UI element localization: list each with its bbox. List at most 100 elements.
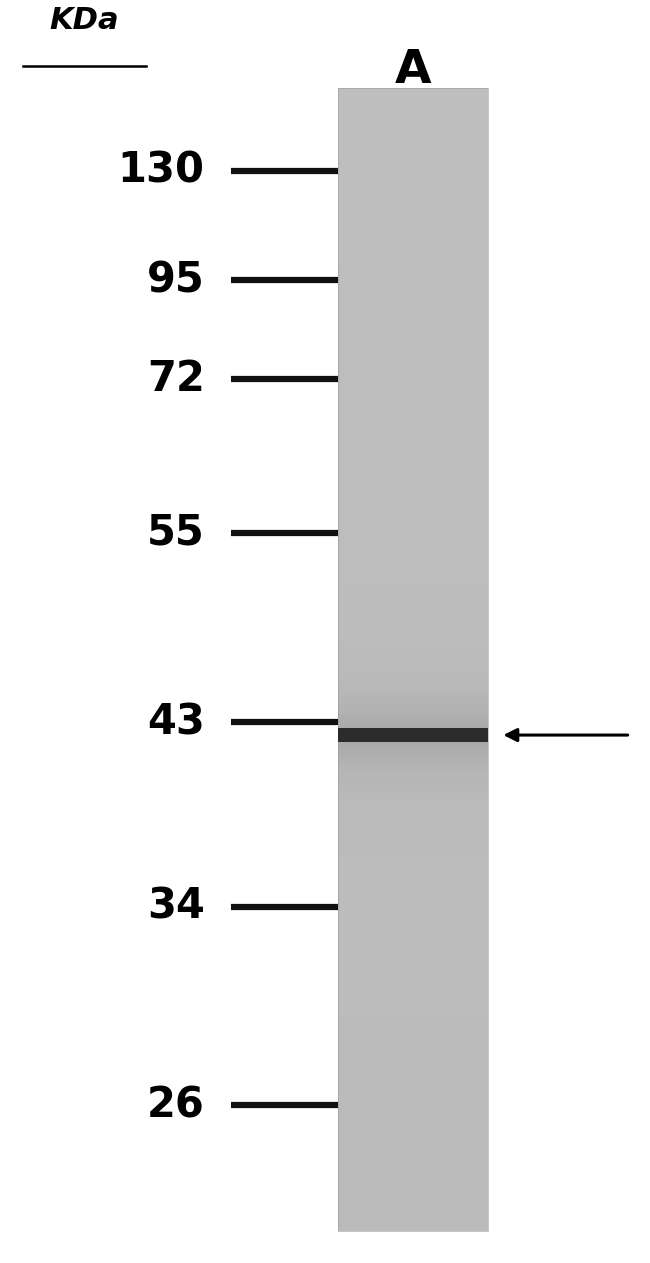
Bar xyxy=(338,701,488,706)
Bar xyxy=(338,1109,488,1113)
Bar xyxy=(338,88,488,92)
Bar xyxy=(338,431,488,436)
Bar xyxy=(338,1071,488,1075)
Bar xyxy=(338,366,488,370)
Bar xyxy=(338,801,488,805)
Bar xyxy=(338,1154,488,1159)
Bar xyxy=(338,397,488,400)
Bar xyxy=(338,546,488,549)
Bar xyxy=(338,758,488,763)
Bar xyxy=(338,510,488,515)
Bar xyxy=(338,240,488,245)
Bar xyxy=(338,138,488,141)
Bar xyxy=(338,1082,488,1086)
Bar xyxy=(338,541,488,546)
Bar xyxy=(338,404,488,408)
Bar xyxy=(338,769,488,774)
Bar xyxy=(338,438,488,443)
Bar xyxy=(338,888,488,893)
Bar xyxy=(338,1223,488,1228)
Bar xyxy=(338,782,488,786)
Bar xyxy=(338,933,488,938)
Bar xyxy=(338,442,488,447)
Bar xyxy=(338,266,488,272)
Bar xyxy=(338,1124,488,1129)
Bar xyxy=(338,374,488,378)
Bar xyxy=(338,1045,488,1048)
Bar xyxy=(338,727,488,733)
Bar xyxy=(338,278,488,283)
Bar xyxy=(338,506,488,512)
Bar xyxy=(338,248,488,253)
Bar xyxy=(338,480,488,485)
Bar xyxy=(338,678,488,683)
Bar xyxy=(338,472,488,477)
Text: 95: 95 xyxy=(147,259,205,302)
Bar xyxy=(338,104,488,107)
Bar xyxy=(338,270,488,275)
Bar xyxy=(338,697,488,702)
Bar xyxy=(338,1147,488,1152)
Text: 26: 26 xyxy=(147,1084,205,1127)
Bar xyxy=(338,644,488,648)
Bar xyxy=(338,213,488,218)
Bar xyxy=(338,336,488,340)
Bar xyxy=(338,750,488,755)
Bar xyxy=(338,525,488,530)
Bar xyxy=(338,1207,488,1212)
Bar xyxy=(338,1204,488,1209)
Bar xyxy=(338,1086,488,1090)
Bar xyxy=(338,899,488,904)
Bar xyxy=(338,359,488,362)
Bar xyxy=(338,869,488,873)
Bar xyxy=(338,1143,488,1148)
Bar xyxy=(338,682,488,687)
Bar xyxy=(338,998,488,1003)
Bar xyxy=(338,96,488,100)
Bar xyxy=(338,308,488,313)
Bar xyxy=(338,1056,488,1060)
Bar xyxy=(338,328,488,332)
Bar xyxy=(338,1041,488,1045)
Bar xyxy=(338,553,488,557)
Bar xyxy=(338,491,488,496)
Bar xyxy=(338,618,488,621)
Bar xyxy=(338,488,488,493)
Bar xyxy=(338,986,488,991)
Bar xyxy=(338,115,488,119)
Bar xyxy=(338,580,488,584)
Bar xyxy=(338,903,488,908)
Bar xyxy=(338,637,488,640)
Bar xyxy=(338,805,488,808)
Bar xyxy=(338,979,488,984)
Bar xyxy=(338,499,488,504)
Bar xyxy=(338,606,488,610)
Bar xyxy=(338,255,488,260)
Bar xyxy=(338,282,488,287)
Bar xyxy=(338,393,488,397)
Bar xyxy=(338,786,488,789)
Bar xyxy=(338,907,488,912)
Bar xyxy=(338,381,488,385)
Bar xyxy=(338,1063,488,1067)
Bar xyxy=(338,1048,488,1052)
Text: 130: 130 xyxy=(118,149,205,192)
Bar xyxy=(338,1116,488,1122)
Bar xyxy=(338,153,488,157)
Bar xyxy=(338,88,488,1231)
Bar xyxy=(338,724,488,729)
Bar xyxy=(338,820,488,823)
Bar xyxy=(338,565,488,568)
Bar xyxy=(338,529,488,534)
Bar xyxy=(338,789,488,793)
Bar xyxy=(338,332,488,336)
Bar xyxy=(338,655,488,659)
Bar xyxy=(338,1135,488,1140)
Bar xyxy=(338,1052,488,1056)
Bar xyxy=(338,1033,488,1037)
Bar xyxy=(338,111,488,115)
Bar xyxy=(338,739,488,744)
Bar xyxy=(338,362,488,366)
Bar xyxy=(338,1196,488,1201)
Bar xyxy=(338,746,488,751)
